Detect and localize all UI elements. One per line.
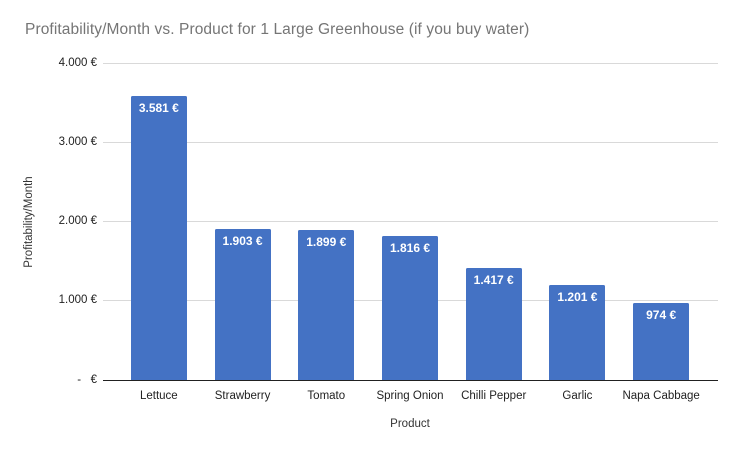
bar-napa-cabbage[interactable]: 974 €	[633, 302, 690, 380]
bar-value-label: 1.899 €	[306, 234, 347, 249]
bar-value-label: 3.581 €	[138, 101, 179, 116]
bar-value-label: 1.816 €	[389, 241, 431, 256]
bar-strawberry[interactable]: 1.903 €	[214, 229, 271, 380]
bar-chilli-pepper[interactable]: 1.417 €	[465, 267, 522, 380]
x-tick-label: Lettuce	[139, 390, 178, 402]
bar-value-label: 1.903 €	[222, 234, 263, 249]
x-tick-label: Strawberry	[214, 390, 271, 402]
x-tick-label: Tomato	[307, 390, 346, 402]
chart-title: Profitability/Month vs. Product for 1 La…	[25, 21, 530, 38]
x-axis-title: Product	[390, 418, 430, 430]
x-tick-label: Garlic	[562, 390, 593, 402]
y-tick-label: 4.000 €	[58, 56, 97, 69]
y-axis-title: Profitability/Month	[23, 176, 35, 268]
x-axis-baseline	[103, 379, 718, 381]
gridline	[103, 62, 718, 64]
bar-value-label: 974 €	[646, 307, 677, 322]
bar-spring-onion[interactable]: 1.816 €	[382, 236, 438, 380]
bar-garlic[interactable]: 1.201 €	[549, 284, 606, 380]
x-tick-label: Chilli Pepper	[461, 390, 527, 402]
y-tick-label: 1.000 €	[58, 294, 97, 307]
bar-tomato[interactable]: 1.899 €	[298, 229, 355, 380]
y-tick-label: 3.000 €	[58, 135, 97, 148]
bar-value-label: 1.201 €	[557, 289, 598, 304]
x-tick-label: Spring Onion	[376, 390, 444, 402]
bar-value-label: 1.417 €	[473, 272, 514, 287]
y-tick-label: - €	[77, 373, 97, 386]
y-tick-label: 2.000 €	[58, 215, 97, 227]
gridline	[103, 221, 718, 222]
bar-lettuce[interactable]: 3.581 €	[130, 96, 187, 380]
x-tick-label: Napa Cabbage	[622, 390, 700, 402]
gridline	[103, 141, 718, 143]
